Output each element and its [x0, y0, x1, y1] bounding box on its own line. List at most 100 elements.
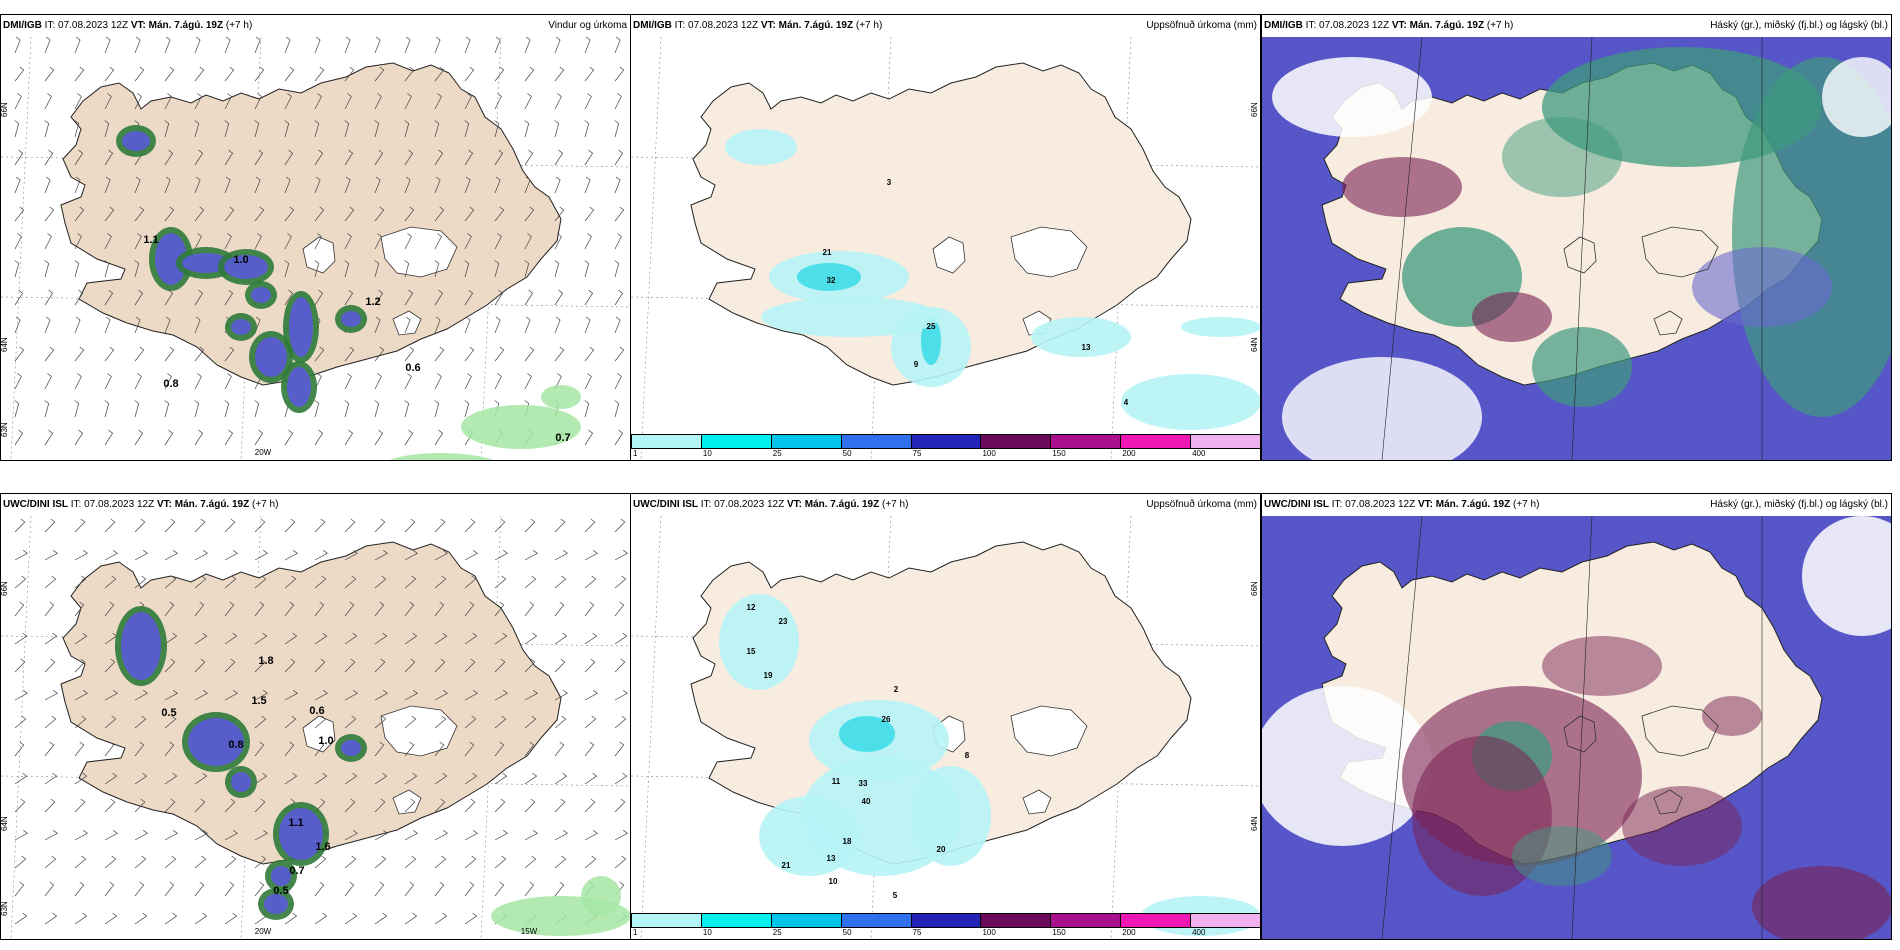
wind-barb	[44, 373, 52, 390]
colorbar-swatch	[1050, 434, 1122, 449]
wind-barb	[464, 400, 470, 418]
wind-barb	[464, 798, 476, 813]
value-label: 8	[965, 751, 970, 760]
wind-barb	[554, 855, 567, 869]
wind-barb	[524, 830, 538, 841]
wind-barb	[404, 260, 410, 278]
wind-barb	[224, 400, 230, 418]
wind-barb	[14, 601, 25, 617]
wind-barb	[134, 715, 147, 729]
wind-barb	[164, 373, 172, 390]
wind-barb	[374, 855, 387, 869]
wind-barb	[434, 66, 445, 82]
colorbar-swatch	[700, 434, 772, 449]
wind-barb	[104, 66, 115, 82]
wind-barb	[224, 855, 237, 869]
colorbar-swatch	[1050, 913, 1122, 928]
value-label: 25	[927, 322, 936, 331]
wind-barb	[614, 690, 628, 701]
precip-area	[759, 796, 859, 876]
wind-barb	[464, 715, 477, 729]
wind-barb	[584, 93, 592, 110]
wind-barb	[404, 715, 417, 729]
wind-barb	[134, 206, 145, 222]
wind-barb	[224, 601, 235, 617]
value-label: 1.2	[365, 296, 380, 308]
wind-barb	[194, 37, 201, 54]
cloud-area	[1262, 686, 1432, 846]
panel-title: Háský (gr.), miðský (fj.bl.) og lágský (…	[1710, 20, 1888, 31]
wind-barb	[614, 429, 624, 446]
wind-barb	[614, 346, 625, 362]
wind-barb	[524, 149, 534, 166]
wind-barb	[134, 400, 140, 418]
wind-barb	[224, 346, 235, 362]
wind-barb	[224, 550, 238, 561]
wind-barb	[524, 373, 532, 390]
precip-area	[581, 876, 621, 916]
wind-barb	[584, 260, 590, 278]
wind-barb	[14, 658, 26, 673]
wind-barb	[74, 690, 88, 701]
cloud-area	[1512, 826, 1612, 886]
wind-barb	[464, 233, 472, 250]
wind-barb	[374, 289, 384, 306]
wind-barb	[194, 346, 205, 362]
wind-barb	[14, 260, 20, 278]
wind-barb	[464, 66, 475, 82]
wind-barb	[524, 66, 535, 82]
wind-barb	[314, 120, 320, 138]
value-label: 1.1	[288, 817, 303, 829]
wind-barb	[344, 658, 356, 673]
precip-area	[921, 317, 941, 365]
wind-barb	[554, 176, 561, 194]
wind-barb	[524, 715, 537, 729]
value-label: 20	[937, 845, 946, 854]
wind-barb	[104, 149, 114, 166]
wind-barb	[554, 601, 565, 617]
wind-barb	[164, 66, 175, 82]
wind-barb	[404, 66, 415, 82]
wind-barb	[554, 690, 568, 701]
model-name: UWC/DINI ISL	[3, 499, 68, 510]
latitude-label: 66N	[1, 581, 9, 596]
panel-header: DMI/IGB IT: 07.08.2023 12Z VT: Mán. 7.ág…	[631, 15, 1260, 37]
wind-barb	[194, 881, 205, 897]
wind-barb	[74, 316, 81, 334]
wind-barb	[314, 260, 320, 278]
wind-barb	[224, 289, 234, 306]
wind-barb	[374, 206, 385, 222]
colorbar-tick: 50	[842, 449, 852, 458]
value-label: 0.5	[161, 707, 176, 719]
wind-barb	[134, 429, 144, 446]
wind-barb	[464, 206, 475, 222]
wind-barb	[254, 741, 265, 757]
wind-barb	[344, 93, 352, 110]
wind-barb	[44, 881, 55, 897]
wind-barb	[554, 772, 568, 785]
wind-barb	[584, 741, 595, 757]
glacier-outline	[392, 310, 422, 336]
wind-barb	[74, 66, 85, 82]
wind-barb	[14, 400, 20, 418]
wind-barb	[74, 772, 88, 785]
panel-title: Uppsöfnuð úrkoma (mm)	[1146, 20, 1257, 31]
wind-barb	[374, 93, 382, 110]
wind-barb	[44, 658, 56, 673]
colorbar-tick: 25	[772, 449, 782, 458]
wind-barb	[614, 149, 624, 166]
value-label: 9	[914, 360, 919, 369]
wind-barb	[584, 575, 597, 589]
wind-barb	[344, 798, 356, 813]
wind-barb	[404, 93, 412, 110]
wind-barb	[134, 772, 148, 785]
wind-barb	[284, 601, 295, 617]
wind-barb	[374, 772, 388, 785]
wind-barb	[164, 346, 175, 362]
wind-barb	[614, 741, 625, 757]
wind-barb	[164, 575, 177, 589]
value-label: 1.0	[233, 254, 248, 266]
wind-barb	[434, 518, 446, 533]
wind-barb	[104, 715, 117, 729]
glacier-outline	[1641, 705, 1719, 757]
